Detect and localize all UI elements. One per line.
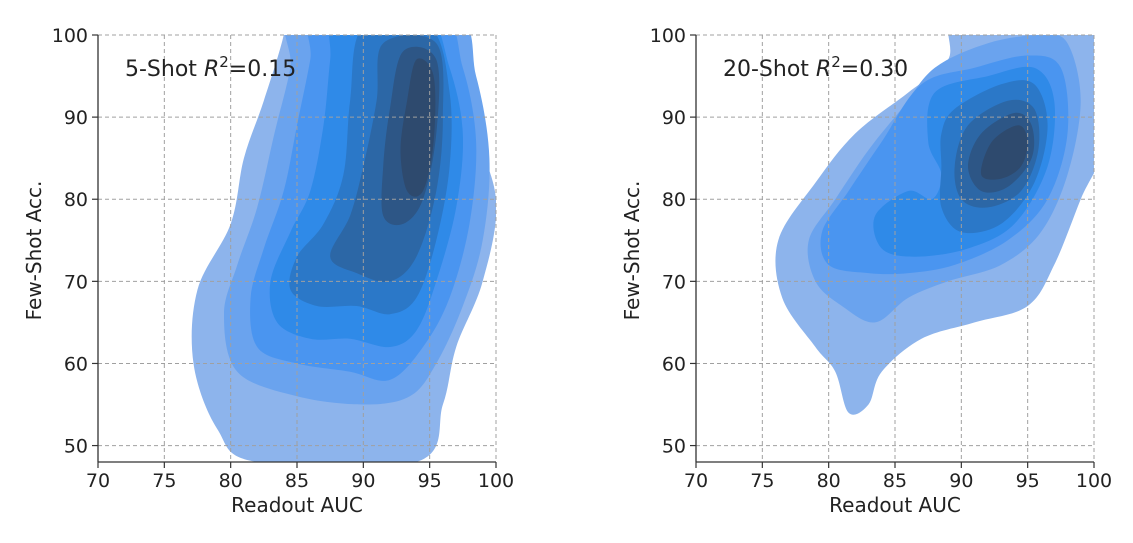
x-tick-label: 90 [351,470,375,492]
r-squared-annotation: 5-Shot R2=0.15 [125,53,296,82]
x-axis-label: Readout AUC [829,493,961,517]
x-tick-label: 80 [219,470,243,492]
y-tick-label: 70 [662,271,686,293]
grid [696,34,1095,462]
y-tick-label: 70 [64,271,88,293]
kde-plot-20-shot: 70 75 80 85 90 95 100 50 60 70 80 90 100 Readout AUC F… [620,25,1112,517]
x-tick-label: 95 [1016,470,1040,492]
x-tick-label: 75 [152,470,176,492]
x-axis-label: Readout AUC [231,493,363,517]
density-level-8 [400,58,436,197]
y-tick-label: 50 [662,436,686,458]
right-chart-panel: 70 75 80 85 90 95 100 50 60 70 80 90 100 Readout AUC F… [598,0,1133,539]
density-contours [191,35,496,462]
x-tick-label: 90 [949,470,973,492]
density-level-8 [980,125,1028,180]
x-tick-label: 80 [817,470,841,492]
x-tick-label: 70 [86,470,110,492]
x-tick-label: 75 [750,470,774,492]
y-tick-label: 90 [64,107,88,129]
y-tick-label: 60 [64,353,88,375]
y-tick-label: 60 [662,353,686,375]
density-contours [775,35,1094,415]
x-tick-label: 100 [478,470,514,492]
y-tick-label: 80 [64,189,88,211]
x-tick-label: 95 [418,470,442,492]
r-squared-annotation: 20-Shot R2=0.30 [723,53,908,82]
y-tick-label: 100 [52,25,88,47]
y-axis-label: Few-Shot Acc. [22,181,46,321]
grid [98,34,497,462]
y-tick-label: 50 [64,436,88,458]
y-tick-label: 90 [662,107,686,129]
y-axis-label: Few-Shot Acc. [620,181,644,321]
y-tick-label: 100 [650,25,686,47]
x-tick-label: 85 [285,470,309,492]
y-tick-label: 80 [662,189,686,211]
x-tick-label: 70 [684,470,708,492]
x-tick-label: 100 [1076,470,1112,492]
left-chart-panel: 70 75 80 85 90 95 100 50 60 70 80 90 100 Readout AUC F… [0,0,560,539]
x-tick-label: 85 [883,470,907,492]
kde-plot-5-shot: 70 75 80 85 90 95 100 50 60 70 80 90 100 Readout AUC F… [22,25,514,517]
